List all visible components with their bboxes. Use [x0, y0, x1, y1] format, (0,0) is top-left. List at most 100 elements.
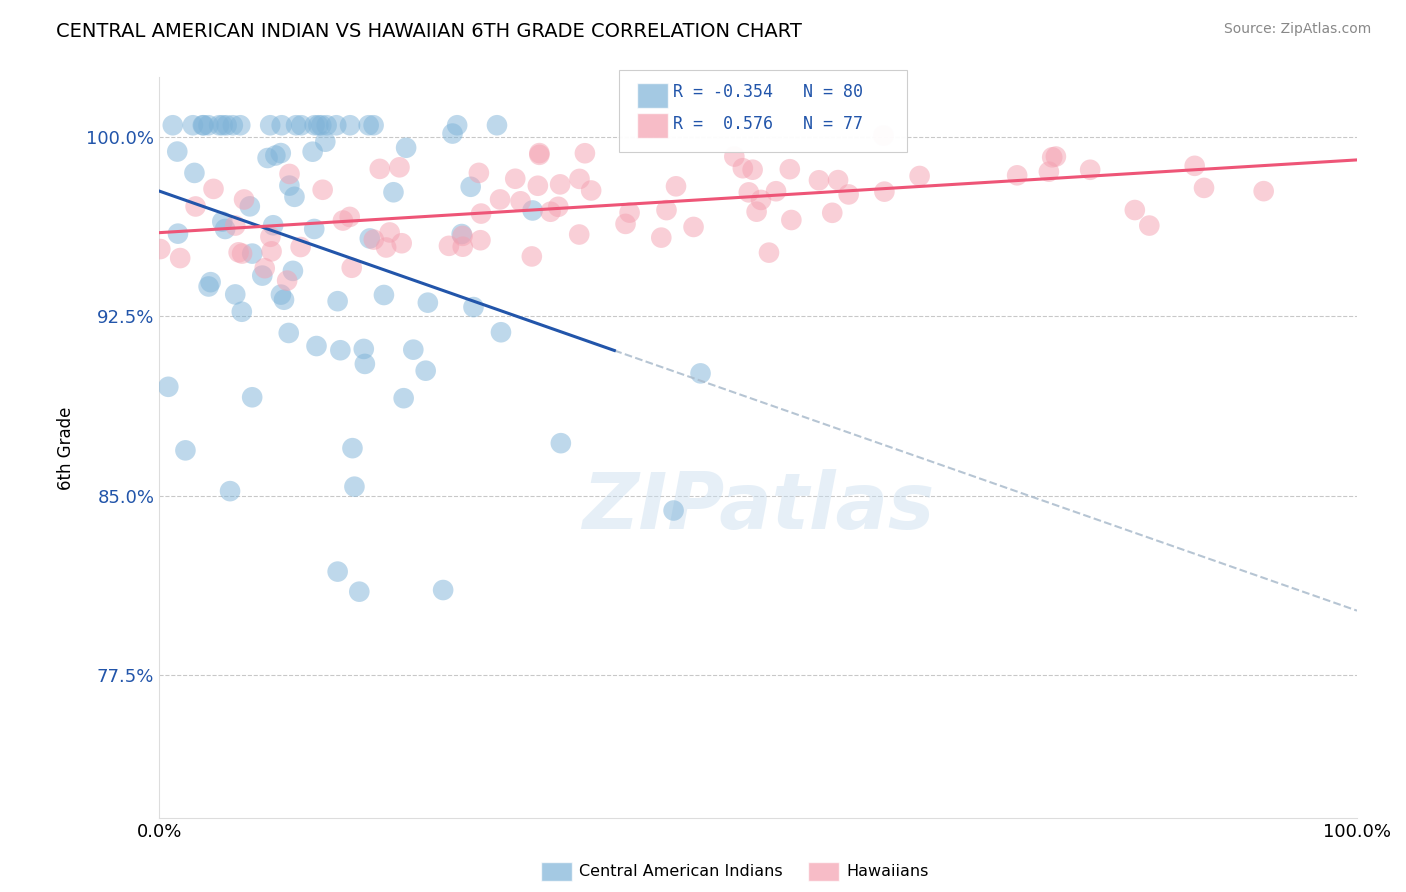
Point: [432, 582, 454, 597]
Point: [368, 161, 391, 176]
Point: [325, 118, 347, 132]
Point: [290, 240, 312, 254]
Point: [1137, 219, 1160, 233]
Point: [723, 150, 745, 164]
Point: [239, 199, 262, 213]
Point: [402, 343, 425, 357]
Point: [509, 194, 531, 209]
Point: [231, 304, 253, 318]
Point: [1078, 162, 1101, 177]
Point: [191, 118, 214, 132]
Point: [183, 166, 205, 180]
Point: [1038, 164, 1060, 178]
Point: [807, 173, 830, 187]
Point: [395, 141, 418, 155]
Point: [259, 118, 281, 132]
Point: [579, 184, 602, 198]
Point: [1045, 149, 1067, 163]
Text: R =  0.576   N = 77: R = 0.576 N = 77: [673, 115, 863, 133]
Point: [315, 118, 337, 132]
Point: [240, 246, 263, 260]
Point: [193, 118, 215, 132]
Point: [231, 246, 253, 260]
Point: [181, 118, 204, 132]
Point: [167, 227, 190, 241]
Point: [1253, 184, 1275, 198]
Y-axis label: 6th Grade: 6th Grade: [58, 406, 75, 490]
Point: [211, 215, 233, 229]
Point: [202, 182, 225, 196]
Point: [568, 172, 591, 186]
Point: [353, 342, 375, 356]
Point: [363, 233, 385, 247]
Point: [485, 118, 508, 132]
Point: [745, 204, 768, 219]
Point: [224, 219, 246, 233]
Point: [224, 287, 246, 301]
Point: [527, 178, 550, 193]
Point: [197, 118, 219, 132]
Point: [354, 357, 377, 371]
Point: [375, 240, 398, 254]
Point: [373, 288, 395, 302]
Point: [276, 274, 298, 288]
Point: [451, 228, 474, 243]
Point: [252, 268, 274, 283]
Point: [290, 118, 312, 132]
Point: [339, 210, 361, 224]
Point: [278, 167, 301, 181]
Point: [270, 146, 292, 161]
Point: [357, 118, 380, 132]
Point: [259, 229, 281, 244]
Point: [838, 187, 860, 202]
Point: [650, 230, 672, 244]
Point: [278, 178, 301, 193]
Point: [270, 287, 292, 301]
Point: [758, 245, 780, 260]
Point: [264, 148, 287, 162]
Point: [548, 178, 571, 192]
Point: [301, 145, 323, 159]
Point: [329, 343, 352, 358]
Point: [260, 244, 283, 259]
Point: [305, 339, 328, 353]
Point: [342, 441, 364, 455]
Point: [270, 118, 292, 132]
Point: [665, 179, 688, 194]
Point: [468, 166, 491, 180]
Point: [446, 118, 468, 132]
Point: [277, 326, 299, 340]
Point: [307, 118, 329, 132]
Point: [233, 193, 256, 207]
Point: [1040, 150, 1063, 164]
Text: CENTRAL AMERICAN INDIAN VS HAWAIIAN 6TH GRADE CORRELATION CHART: CENTRAL AMERICAN INDIAN VS HAWAIIAN 6TH …: [56, 22, 801, 41]
Point: [392, 391, 415, 405]
Point: [311, 183, 333, 197]
Point: [873, 185, 896, 199]
Point: [349, 584, 371, 599]
Point: [529, 148, 551, 162]
Point: [391, 236, 413, 251]
Point: [540, 204, 562, 219]
Text: Source: ZipAtlas.com: Source: ZipAtlas.com: [1223, 22, 1371, 37]
Point: [219, 484, 242, 499]
Point: [463, 300, 485, 314]
Point: [343, 480, 366, 494]
Point: [779, 162, 801, 177]
Point: [382, 186, 405, 200]
Point: [363, 118, 385, 132]
Point: [340, 260, 363, 275]
Point: [749, 193, 772, 207]
Point: [470, 206, 492, 220]
Point: [388, 161, 411, 175]
Point: [326, 294, 349, 309]
Point: [738, 186, 761, 200]
Point: [222, 118, 245, 132]
Point: [547, 200, 569, 214]
Point: [1192, 181, 1215, 195]
Point: [682, 219, 704, 234]
Point: [228, 245, 250, 260]
Point: [451, 240, 474, 254]
Point: [489, 325, 512, 339]
Point: [416, 295, 439, 310]
